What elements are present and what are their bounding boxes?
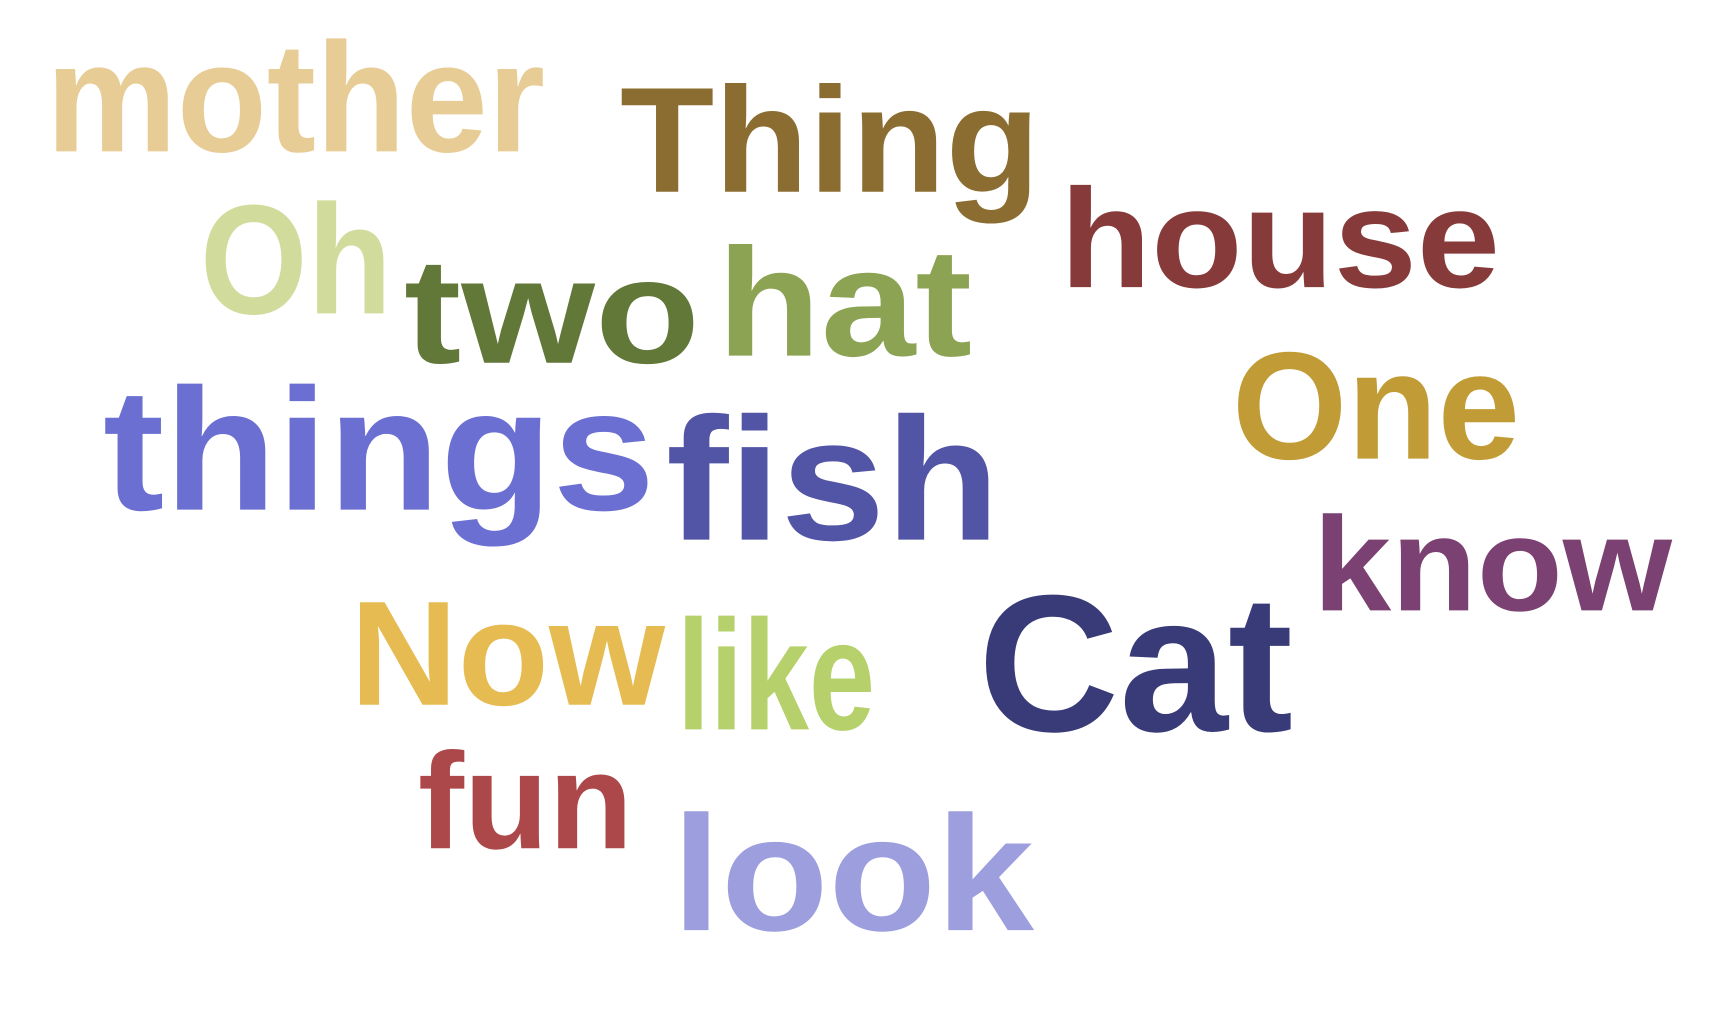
word-hat: hat — [717, 217, 972, 389]
word-house: house — [1060, 160, 1500, 318]
word-fun: fun — [418, 725, 633, 878]
word-thing: Thing — [620, 56, 1040, 225]
word-mother: mother — [46, 10, 545, 185]
word-two: two — [404, 227, 700, 396]
word-oh: Oh — [200, 172, 392, 347]
word-cat: Cat — [978, 555, 1293, 773]
word-look: look — [672, 782, 1034, 966]
word-now: Now — [350, 570, 665, 738]
word-like: like — [677, 587, 875, 763]
word-fish: fish — [666, 381, 1000, 577]
word-know: know — [1313, 489, 1672, 639]
word-one: One — [1232, 321, 1520, 492]
word-things: things — [103, 352, 655, 547]
